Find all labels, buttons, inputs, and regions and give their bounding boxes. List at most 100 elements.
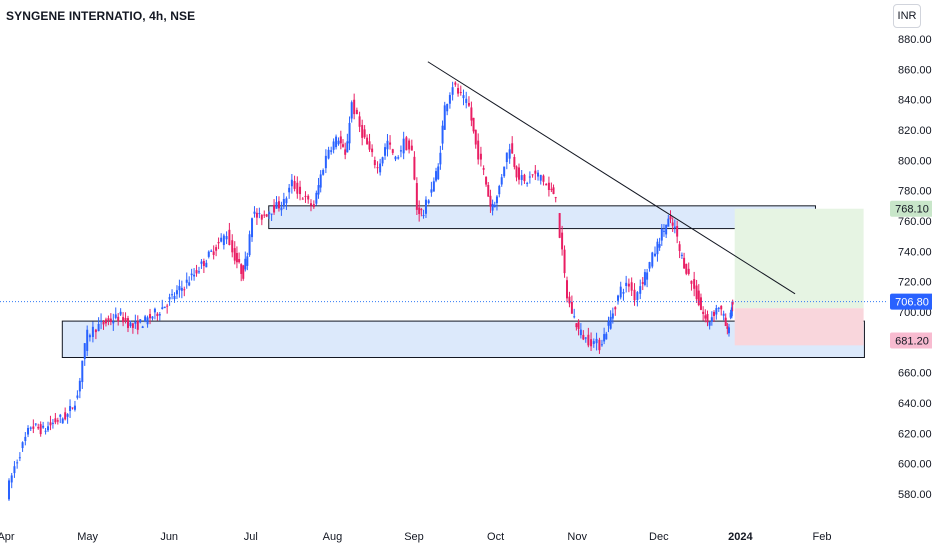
candle	[51, 419, 54, 429]
candle	[408, 138, 411, 154]
candle	[81, 360, 84, 389]
candle	[293, 175, 296, 192]
candle	[566, 276, 568, 303]
candle-body	[427, 200, 430, 204]
stop-zone[interactable]	[734, 308, 864, 346]
candle-body	[277, 201, 280, 209]
resistance-zone[interactable]	[268, 205, 816, 230]
candle	[627, 278, 630, 293]
candle	[534, 165, 537, 181]
candle-body	[729, 312, 732, 318]
candle	[346, 133, 349, 153]
candle	[720, 305, 723, 316]
candle	[724, 313, 727, 327]
price-label[interactable]: 706.80	[890, 293, 932, 310]
candle-body	[161, 307, 164, 309]
candle-body	[29, 427, 32, 429]
candle-body	[600, 344, 603, 346]
long-position-tool[interactable]	[734, 208, 864, 346]
target-zone[interactable]	[734, 208, 864, 309]
candle	[342, 139, 345, 148]
candle	[570, 295, 573, 314]
candle-body	[520, 175, 523, 180]
candle-body	[500, 177, 503, 185]
price-label-text: 768.10	[895, 204, 929, 216]
candle-body	[235, 252, 238, 263]
candle	[715, 304, 718, 320]
y-tick-label: 620.00	[898, 428, 932, 440]
candle	[255, 208, 258, 225]
candle	[361, 119, 364, 146]
candle	[487, 182, 490, 197]
candle	[528, 171, 531, 184]
candle-body	[693, 279, 696, 289]
candle-body	[513, 156, 516, 167]
candle	[153, 307, 156, 320]
candle	[102, 320, 105, 330]
candle	[422, 209, 425, 219]
candle	[446, 103, 449, 116]
candle	[648, 261, 651, 272]
candle	[238, 252, 241, 264]
candle-body	[641, 282, 644, 284]
candle-body	[528, 176, 531, 178]
candle-body	[508, 149, 511, 159]
candle	[97, 317, 100, 332]
candle-body	[384, 147, 387, 156]
candle	[729, 309, 732, 320]
candle-body	[353, 99, 356, 115]
candle	[71, 407, 74, 410]
candle	[575, 322, 578, 331]
candle-body	[32, 426, 35, 429]
price-label[interactable]: 681.20	[890, 332, 932, 349]
candle	[673, 219, 676, 234]
candle-body	[717, 307, 720, 309]
candle-body	[51, 422, 54, 424]
candle-body	[21, 442, 24, 449]
candle	[457, 83, 460, 97]
candle-body	[410, 145, 413, 151]
price-label[interactable]: 768.10	[890, 200, 932, 217]
candle	[319, 170, 322, 193]
candle-body	[332, 141, 335, 150]
candle	[402, 131, 405, 160]
candle	[558, 213, 561, 239]
candle-body	[579, 329, 582, 336]
candle-body	[66, 414, 69, 417]
candle	[78, 377, 81, 399]
candle	[315, 190, 318, 206]
candle-body	[467, 102, 470, 106]
candle	[662, 224, 665, 237]
y-tick-label: 640.00	[898, 398, 932, 410]
candle-body	[470, 107, 473, 121]
candle	[222, 233, 225, 250]
trendline[interactable]	[427, 61, 796, 295]
candle-body	[358, 116, 361, 127]
candle-body	[399, 150, 402, 152]
candle	[727, 323, 730, 337]
candle	[91, 321, 94, 343]
candle-body	[131, 323, 134, 328]
candle	[124, 312, 127, 324]
candle	[639, 279, 642, 300]
support-zone[interactable]	[61, 320, 865, 359]
candle-body	[651, 252, 654, 267]
y-tick-label: 600.00	[898, 459, 932, 471]
currency-button[interactable]: INR	[893, 4, 921, 28]
candle	[641, 277, 644, 291]
candle-body	[248, 234, 251, 256]
candle-body	[568, 296, 571, 304]
candle	[131, 322, 134, 334]
candle-body	[42, 425, 45, 428]
candle-body	[7, 480, 10, 500]
candle	[598, 337, 601, 354]
time-axis[interactable]: Apr May Jun Jul Aug Sep Oct Nov Dec 2024 Feb	[0, 531, 831, 543]
candlestick-series	[7, 81, 734, 501]
price-axis[interactable]: 580.00600.00620.00640.00660.00680.00700.…	[890, 34, 932, 501]
candle-body	[695, 285, 698, 300]
candle	[114, 307, 117, 320]
candle	[339, 130, 342, 150]
trendline-drawing[interactable]	[427, 61, 796, 295]
